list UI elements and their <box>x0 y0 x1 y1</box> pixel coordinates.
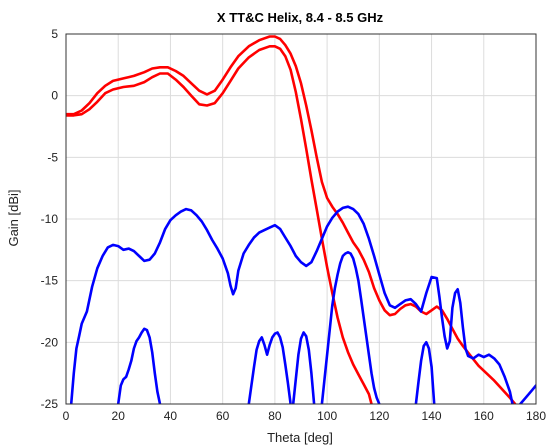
y-tick-label: -5 <box>47 150 58 164</box>
plot-frame <box>65 33 537 405</box>
x-tick-label: 160 <box>474 409 494 423</box>
tick-labels: 0 20 40 60 80 100 120 140 160 180 5 0 -5 -10 -15 -20 -25 <box>41 27 547 423</box>
x-tick-label: 180 <box>526 409 546 423</box>
y-tick-label: -25 <box>41 397 59 411</box>
series-group <box>66 35 536 404</box>
blue-gain-trace-9 <box>518 384 536 404</box>
x-tick-label: 80 <box>268 409 282 423</box>
x-tick-label: 100 <box>317 409 337 423</box>
y-tick-label: -20 <box>41 335 59 349</box>
x-tick-label: 60 <box>216 409 230 423</box>
blue-gain-trace-7 <box>320 251 381 404</box>
blue-gain-trace-8 <box>414 340 436 404</box>
x-tick-label: 120 <box>369 409 389 423</box>
chart-title: X TT&C Helix, 8.4 - 8.5 GHz <box>217 10 384 25</box>
x-tick-label: 40 <box>164 409 178 423</box>
red-gain-trace-2 <box>66 44 373 404</box>
blue-gain-trace-6 <box>291 331 316 404</box>
y-tick-label: -10 <box>41 212 59 226</box>
x-tick-label: 140 <box>422 409 442 423</box>
blue-gain-trace-4 <box>116 327 162 404</box>
blue-gain-trace-5 <box>247 331 292 404</box>
x-tick-label: 20 <box>112 409 126 423</box>
y-tick-label: 0 <box>51 89 58 103</box>
blue-gain-trace-3 <box>69 205 514 404</box>
y-tick-label: -15 <box>41 274 59 288</box>
x-axis-title: Theta [deg] <box>267 430 333 445</box>
y-tick-label: 5 <box>51 27 58 41</box>
y-axis-title: Gain [dBi] <box>6 189 21 246</box>
x-tick-label: 0 <box>63 409 70 423</box>
